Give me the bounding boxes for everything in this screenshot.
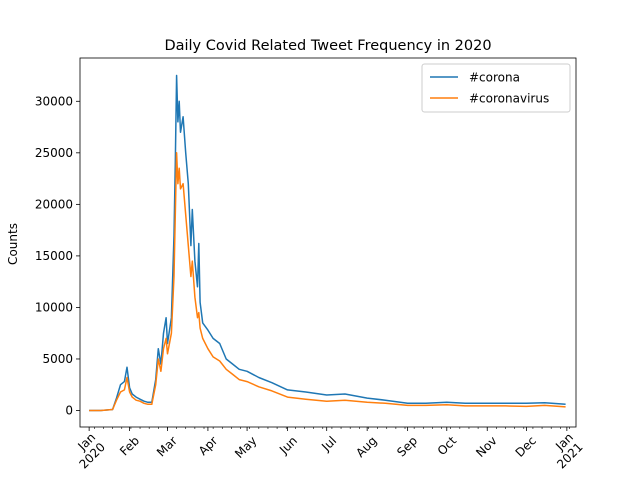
chart-title: Daily Covid Related Tweet Frequency in 2… [164, 38, 491, 54]
y-tick-label: 15000 [35, 249, 73, 263]
series-line-corona [89, 74, 566, 412]
legend: #corona #coronavirus [421, 63, 571, 113]
plot-area [89, 74, 566, 412]
series-line-coronavirus [89, 152, 566, 412]
y-tick-label: 10000 [35, 301, 73, 315]
legend-box [421, 63, 571, 113]
y-tick-label: 0 [65, 404, 73, 418]
y-tick-label: 5000 [42, 352, 73, 366]
legend-label: #coronavirus [469, 91, 549, 105]
y-tick-label: 20000 [35, 198, 73, 212]
plot-frame [79, 57, 577, 428]
legend-label: #corona [469, 70, 520, 84]
y-tick-label: 25000 [35, 146, 73, 160]
y-tick-label: 30000 [35, 94, 73, 108]
y-axis-label: Counts [6, 223, 20, 265]
